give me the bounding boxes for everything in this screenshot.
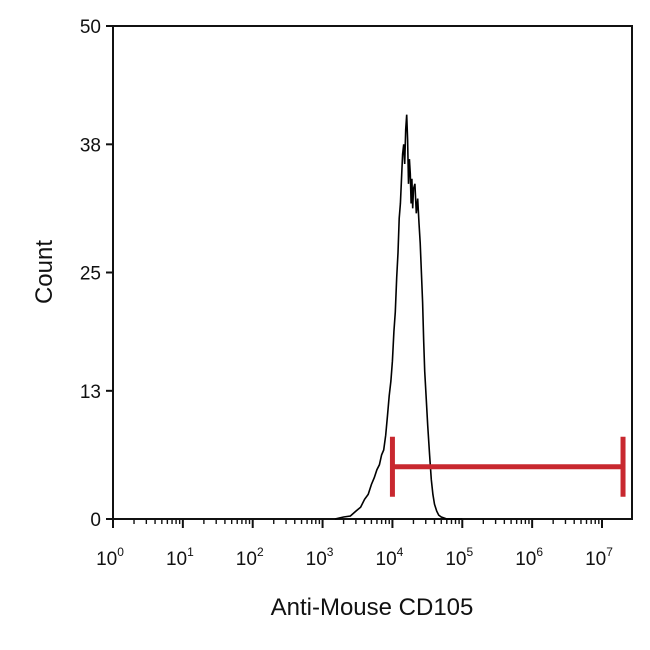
plot-frame [112, 25, 633, 520]
y-tick-label: 0 [90, 510, 101, 531]
y-axis-title: Count [31, 240, 58, 304]
x-axis-title: Anti-Mouse CD105 [271, 594, 474, 621]
y-tick-label: 13 [80, 382, 101, 403]
x-tick-label: 100 [96, 545, 124, 570]
x-tick-label: 107 [585, 545, 613, 570]
x-tick-label: 102 [236, 545, 264, 570]
y-tick-label: 50 [80, 17, 101, 38]
x-tick-label: 105 [445, 545, 473, 570]
x-tick-label: 106 [515, 545, 543, 570]
x-tick-label: 103 [306, 545, 334, 570]
x-axis-ticks: 100 101 102 103 104 105 106 107 [96, 519, 613, 570]
y-tick-label: 25 [80, 264, 101, 285]
histogram-series-line [334, 114, 463, 520]
x-tick-label: 101 [166, 545, 194, 570]
y-tick-label: 38 [80, 135, 101, 156]
y-axis-ticks: 0 13 25 38 50 [80, 17, 113, 531]
x-tick-label: 104 [376, 545, 404, 570]
gate-marker [389, 436, 626, 497]
